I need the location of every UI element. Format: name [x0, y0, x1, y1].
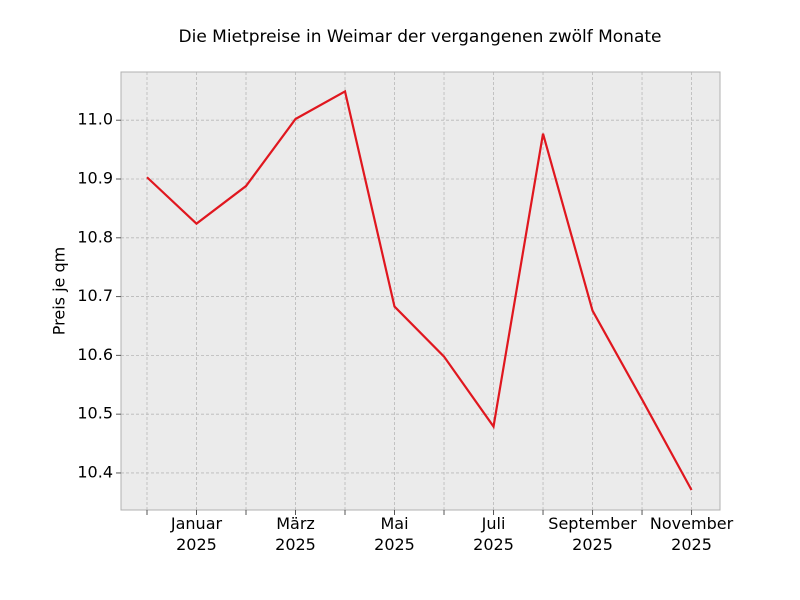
y-tick-label: 10.4: [77, 462, 113, 481]
x-tick-label: Juli 2025: [473, 514, 514, 554]
y-axis-label: Preis je qm: [50, 247, 69, 335]
plot-area: [121, 72, 720, 510]
x-tick-label: Mai 2025: [374, 514, 415, 554]
y-tick-label: 10.9: [77, 169, 113, 188]
x-tick-label: Januar 2025: [170, 514, 223, 554]
chart-title: Die Mietpreise in Weimar der vergangenen…: [179, 27, 662, 47]
plot-frame: [120, 71, 721, 511]
y-tick-label: 11.0: [77, 110, 113, 129]
y-tick-label: 10.5: [77, 404, 113, 423]
x-tick-label: September 2025: [548, 514, 637, 554]
y-tick-label: 10.8: [77, 227, 113, 246]
data-line: [146, 89, 693, 491]
x-tick-label: November 2025: [650, 514, 734, 554]
y-tick-label: 10.7: [77, 286, 113, 305]
x-tick-label: März 2025: [275, 514, 316, 554]
y-tick-label: 10.6: [77, 345, 113, 364]
